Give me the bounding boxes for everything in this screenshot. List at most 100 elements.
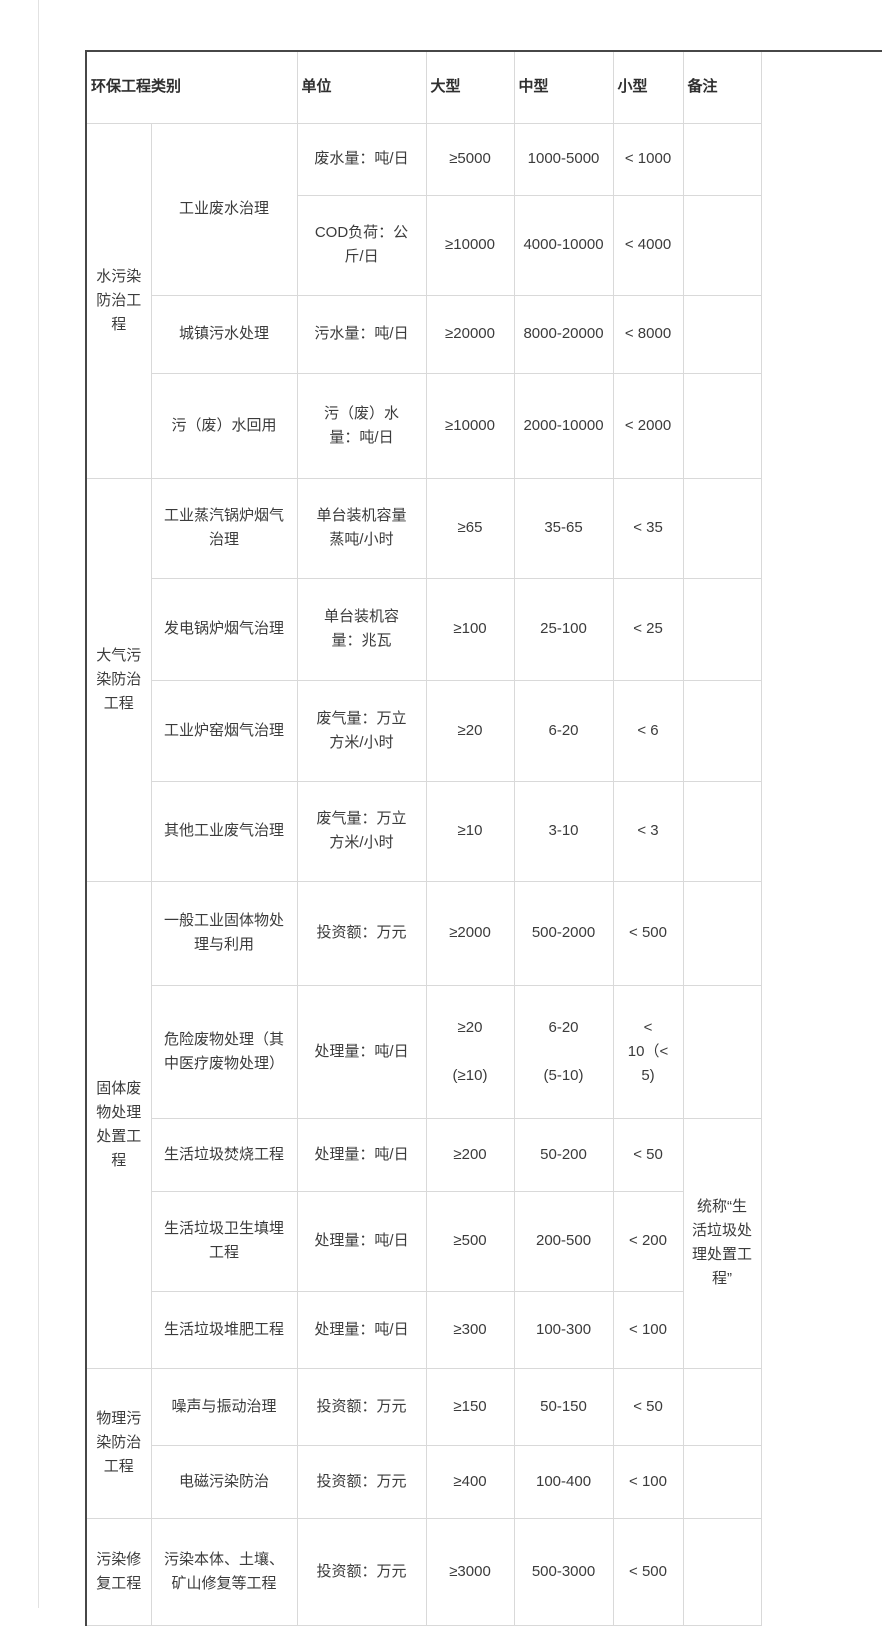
remark-cell — [682, 372, 762, 479]
subcategory-cell: 一般工业固体物处 理与利用 — [150, 880, 298, 986]
table-header-row: 环保工程类别 单位 大型 中型 小型 备注 — [85, 52, 762, 124]
small-cell: < 100 — [612, 1290, 684, 1369]
medium-cell: 3-10 — [513, 780, 614, 882]
subcategory-cell: 电磁污染防治 — [150, 1444, 298, 1519]
large-cell: ≥200 — [425, 1117, 515, 1192]
unit-cell: 废水量：吨/日 — [296, 122, 427, 196]
subcategory-cell: 噪声与振动治理 — [150, 1367, 298, 1446]
table-row: 工业炉窑烟气治理 废气量：万立 方米/小时 ≥20 6-20 < 6 — [86, 679, 762, 782]
remark-cell — [682, 1444, 762, 1519]
group-cell: 水污染 防治工 程 — [85, 122, 152, 479]
medium-cell: 2000-10000 — [513, 372, 614, 479]
environmental-standards-table-container: 环保工程类别 单位 大型 中型 小型 备注 水污染 防治工 程 工业废水治理 废… — [85, 52, 762, 1626]
large-cell: ≥65 — [425, 477, 515, 579]
subcategory-cell: 污染本体、土壤、 矿山修复等工程 — [150, 1517, 298, 1626]
large-cell: ≥100 — [425, 577, 515, 681]
unit-cell: 处理量：吨/日 — [296, 1117, 427, 1192]
unit-cell: 处理量：吨/日 — [296, 984, 427, 1119]
group-cell: 物理污 染防治 工程 — [85, 1367, 152, 1519]
large-cell: ≥2000 — [425, 880, 515, 986]
table-row: 生活垃圾焚烧工程 处理量：吨/日 ≥200 50-200 < 50 统称“生 活… — [86, 1117, 762, 1369]
subcategory-cell: 危险废物处理（其 中医疗废物处理） — [150, 984, 298, 1119]
subcategory-cell: 工业蒸汽锅炉烟气 治理 — [150, 477, 298, 579]
small-cell: < 500 — [612, 1517, 684, 1626]
table-row: 生活垃圾卫生填埋 工程 处理量：吨/日 ≥500 200-500 < 200 — [86, 1190, 761, 1292]
large-cell: ≥500 — [425, 1190, 515, 1292]
subcategory-cell: 工业废水治理 — [150, 122, 298, 296]
medium-cell: 100-300 — [513, 1290, 614, 1369]
remark-cell — [682, 880, 762, 986]
large-cell: ≥10000 — [425, 194, 515, 296]
header-category: 环保工程类别 — [85, 52, 298, 124]
small-cell: < 100 — [612, 1444, 684, 1519]
subcategory-cell: 发电锅炉烟气治理 — [150, 577, 298, 681]
unit-cell: 单台装机容量 蒸吨/小时 — [296, 477, 427, 579]
page-edge-divider — [38, 0, 39, 1608]
header-remark: 备注 — [682, 52, 762, 124]
table-row: 其他工业废气治理 废气量：万立 方米/小时 ≥10 3-10 < 3 — [86, 780, 762, 882]
table-row: 电磁污染防治 投资额：万元 ≥400 100-400 < 100 — [86, 1444, 762, 1519]
remark-cell — [682, 122, 762, 196]
large-cell: ≥10 — [425, 780, 515, 882]
large-cell: ≥150 — [425, 1367, 515, 1446]
small-cell: < 35 — [612, 477, 684, 579]
small-cell: < 1000 — [612, 122, 684, 196]
medium-cell: 25-100 — [513, 577, 614, 681]
small-cell: < 200 — [612, 1190, 684, 1292]
large-cell: ≥20 (≥10) — [425, 984, 515, 1119]
table-row: 固体废 物处理 处置工 程 一般工业固体物处 理与利用 投资额：万元 ≥2000… — [85, 880, 762, 1369]
large-cell: ≥10000 — [425, 372, 515, 479]
group-cell: 大气污 染防治 工程 — [85, 477, 152, 882]
remark-cell — [682, 1367, 762, 1446]
large-cell: ≥20000 — [425, 294, 515, 374]
unit-cell: 投资额：万元 — [296, 1444, 427, 1519]
unit-cell: 处理量：吨/日 — [296, 1190, 427, 1292]
environmental-standards-table: 环保工程类别 单位 大型 中型 小型 备注 水污染 防治工 程 工业废水治理 废… — [85, 52, 762, 1626]
table-row: 大气污 染防治 工程 工业蒸汽锅炉烟气 治理 单台装机容量 蒸吨/小时 ≥65 … — [85, 477, 762, 882]
subcategory-cell: 城镇污水处理 — [150, 294, 298, 374]
remark-cell — [682, 984, 762, 1119]
subcategory-cell: 生活垃圾卫生填埋 工程 — [150, 1190, 298, 1292]
group-cell: 污染修 复工程 — [85, 1517, 152, 1626]
small-cell: < 25 — [612, 577, 684, 681]
small-cell: < 2000 — [612, 372, 684, 479]
subcategory-cell: 污（废）水回用 — [150, 372, 298, 479]
unit-cell: 投资额：万元 — [296, 1517, 427, 1626]
small-cell: < 8000 — [612, 294, 684, 374]
subcategory-cell: 其他工业废气治理 — [150, 780, 298, 882]
small-cell: < 50 — [612, 1367, 684, 1446]
small-cell: < 3 — [612, 780, 684, 882]
large-cell: ≥3000 — [425, 1517, 515, 1626]
unit-cell: 污水量：吨/日 — [296, 294, 427, 374]
unit-cell: 投资额：万元 — [296, 880, 427, 986]
header-unit: 单位 — [296, 52, 427, 124]
small-cell: < 50 — [612, 1117, 684, 1192]
unit-cell: 处理量：吨/日 — [296, 1290, 427, 1369]
large-cell: ≥400 — [425, 1444, 515, 1519]
remark-cell — [682, 294, 762, 374]
subcategory-cell: 生活垃圾堆肥工程 — [150, 1290, 298, 1369]
unit-cell: 废气量：万立 方米/小时 — [296, 780, 427, 882]
small-cell: < 10（< 5) — [612, 984, 684, 1119]
unit-cell: 废气量：万立 方米/小时 — [296, 679, 427, 782]
large-cell: ≥20 — [425, 679, 515, 782]
unit-cell: 污（废）水 量：吨/日 — [296, 372, 427, 479]
medium-cell: 50-150 — [513, 1367, 614, 1446]
table-top-border — [85, 50, 882, 52]
header-large: 大型 — [425, 52, 515, 124]
unit-cell: 单台装机容 量：兆瓦 — [296, 577, 427, 681]
remark-cell — [682, 577, 762, 681]
header-medium: 中型 — [513, 52, 614, 124]
remark-cell: 统称“生 活垃圾处 理处置工 程” — [682, 1117, 762, 1369]
group-cell: 固体废 物处理 处置工 程 — [85, 880, 152, 1369]
remark-cell — [682, 679, 762, 782]
remark-cell — [682, 194, 762, 296]
table-row: 污染修 复工程 污染本体、土壤、 矿山修复等工程 投资额：万元 ≥3000 50… — [85, 1517, 762, 1626]
table-row: 污（废）水回用 污（废）水 量：吨/日 ≥10000 2000-10000 < … — [86, 372, 762, 479]
medium-cell: 1000-5000 — [513, 122, 614, 196]
large-cell: ≥300 — [425, 1290, 515, 1369]
large-cell: ≥5000 — [425, 122, 515, 196]
small-cell: < 6 — [612, 679, 684, 782]
unit-cell: COD负荷：公 斤/日 — [296, 194, 427, 296]
medium-cell: 200-500 — [513, 1190, 614, 1292]
